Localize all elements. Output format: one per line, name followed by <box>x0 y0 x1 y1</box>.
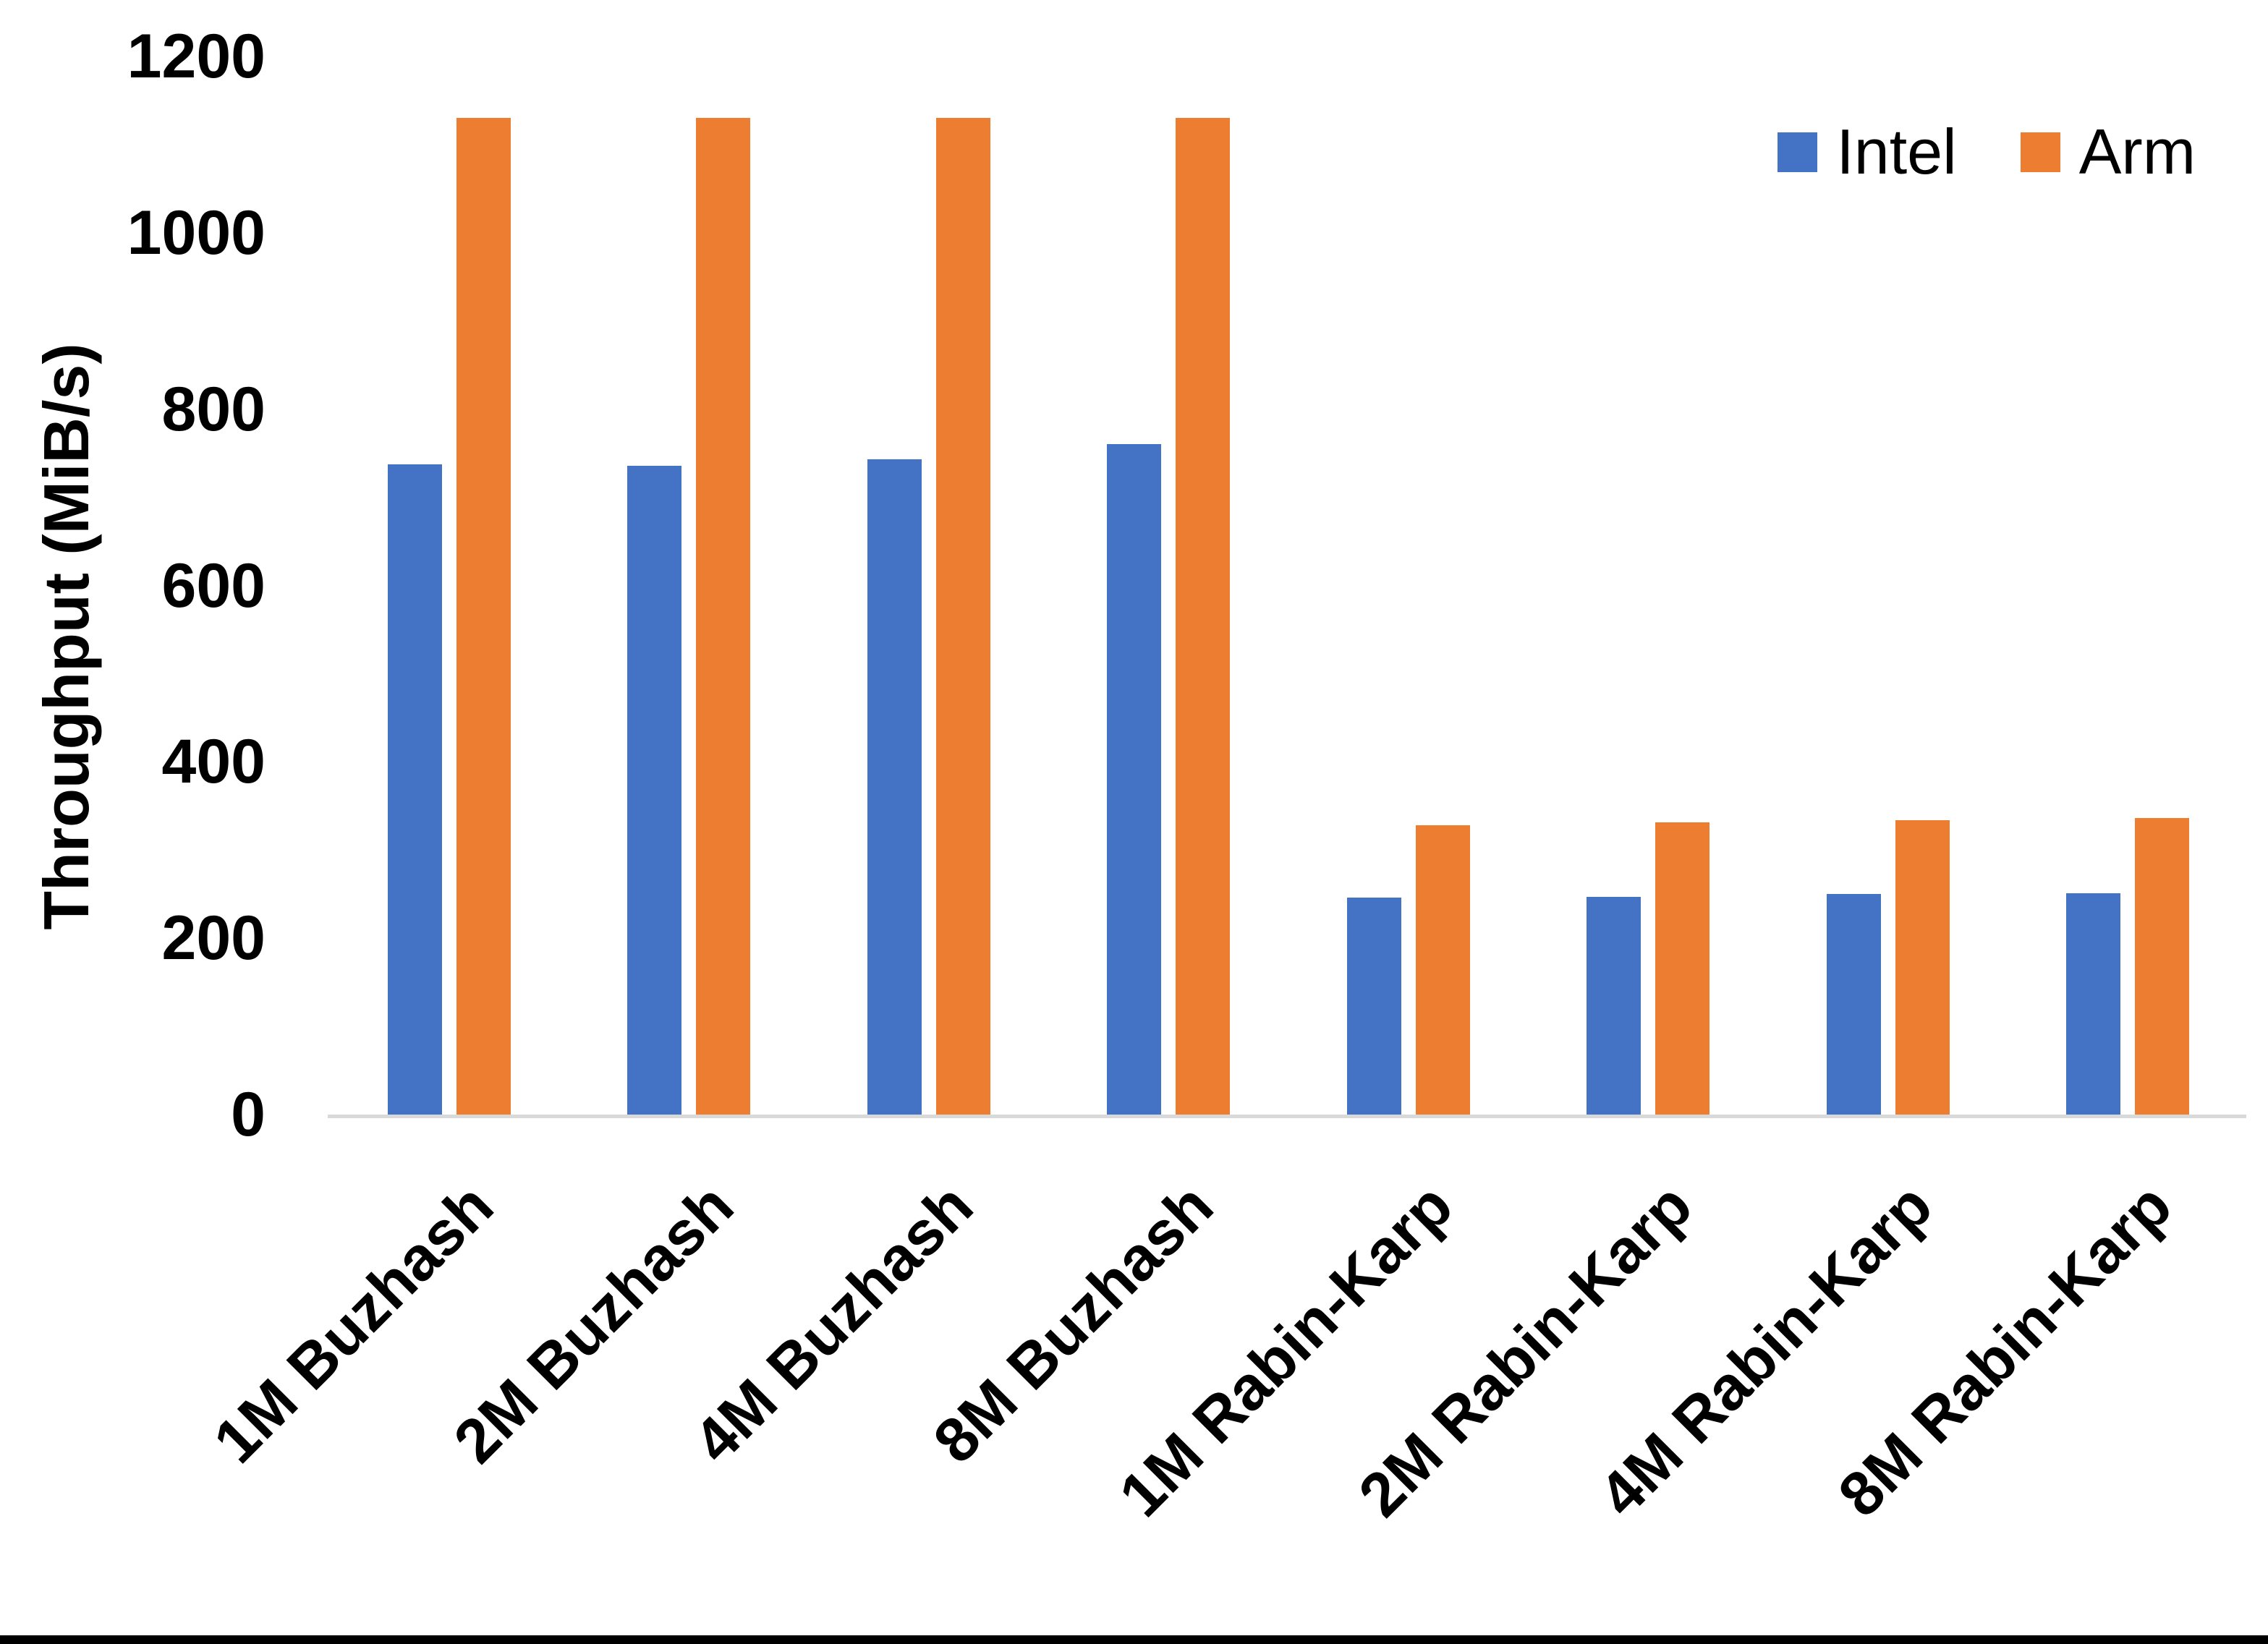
bar-arm-1m-buzhash <box>456 118 511 1115</box>
x-axis-line <box>328 1115 2246 1118</box>
bar-intel-4m-buzhash <box>867 459 922 1115</box>
legend: Intel Arm <box>1778 120 2196 184</box>
bar-arm-1m-rabin-karp <box>1415 825 1470 1115</box>
arm-series-swatch-icon <box>2020 132 2060 172</box>
y-tick-label-400: 400 <box>161 727 266 797</box>
bar-intel-2m-rabin-karp <box>1587 896 1641 1115</box>
legend-label-intel: Intel <box>1836 116 1957 187</box>
bar-arm-4m-rabin-karp <box>1895 819 1950 1115</box>
y-tick-label-800: 800 <box>161 374 266 444</box>
y-tick-label-1200: 1200 <box>127 22 266 91</box>
bar-intel-2m-buzhash <box>627 465 682 1115</box>
bar-arm-8m-buzhash <box>1176 118 1231 1115</box>
y-axis-title: Throughput (MiB/s) <box>30 343 102 930</box>
y-tick-label-1000: 1000 <box>127 197 266 268</box>
bar-arm-8m-rabin-karp <box>2135 818 2190 1115</box>
bottom-border <box>0 1635 2268 1644</box>
bar-arm-2m-buzhash <box>696 118 751 1115</box>
legend-item-arm: Arm <box>2020 116 2196 187</box>
y-tick-label-200: 200 <box>161 903 266 974</box>
bar-intel-1m-rabin-karp <box>1346 898 1401 1115</box>
bar-intel-8m-buzhash <box>1107 444 1162 1115</box>
legend-item-intel: Intel <box>1778 116 1957 187</box>
y-tick-label-0: 0 <box>231 1080 266 1149</box>
intel-series-swatch-icon <box>1778 132 1818 172</box>
bar-arm-2m-rabin-karp <box>1655 822 1710 1115</box>
bar-intel-8m-rabin-karp <box>2066 893 2121 1115</box>
bar-arm-4m-buzhash <box>935 118 990 1115</box>
y-tick-label-600: 600 <box>161 550 266 621</box>
bar-intel-4m-rabin-karp <box>1826 894 1881 1115</box>
bar-intel-1m-buzhash <box>387 464 442 1115</box>
legend-label-arm: Arm <box>2078 116 2196 187</box>
